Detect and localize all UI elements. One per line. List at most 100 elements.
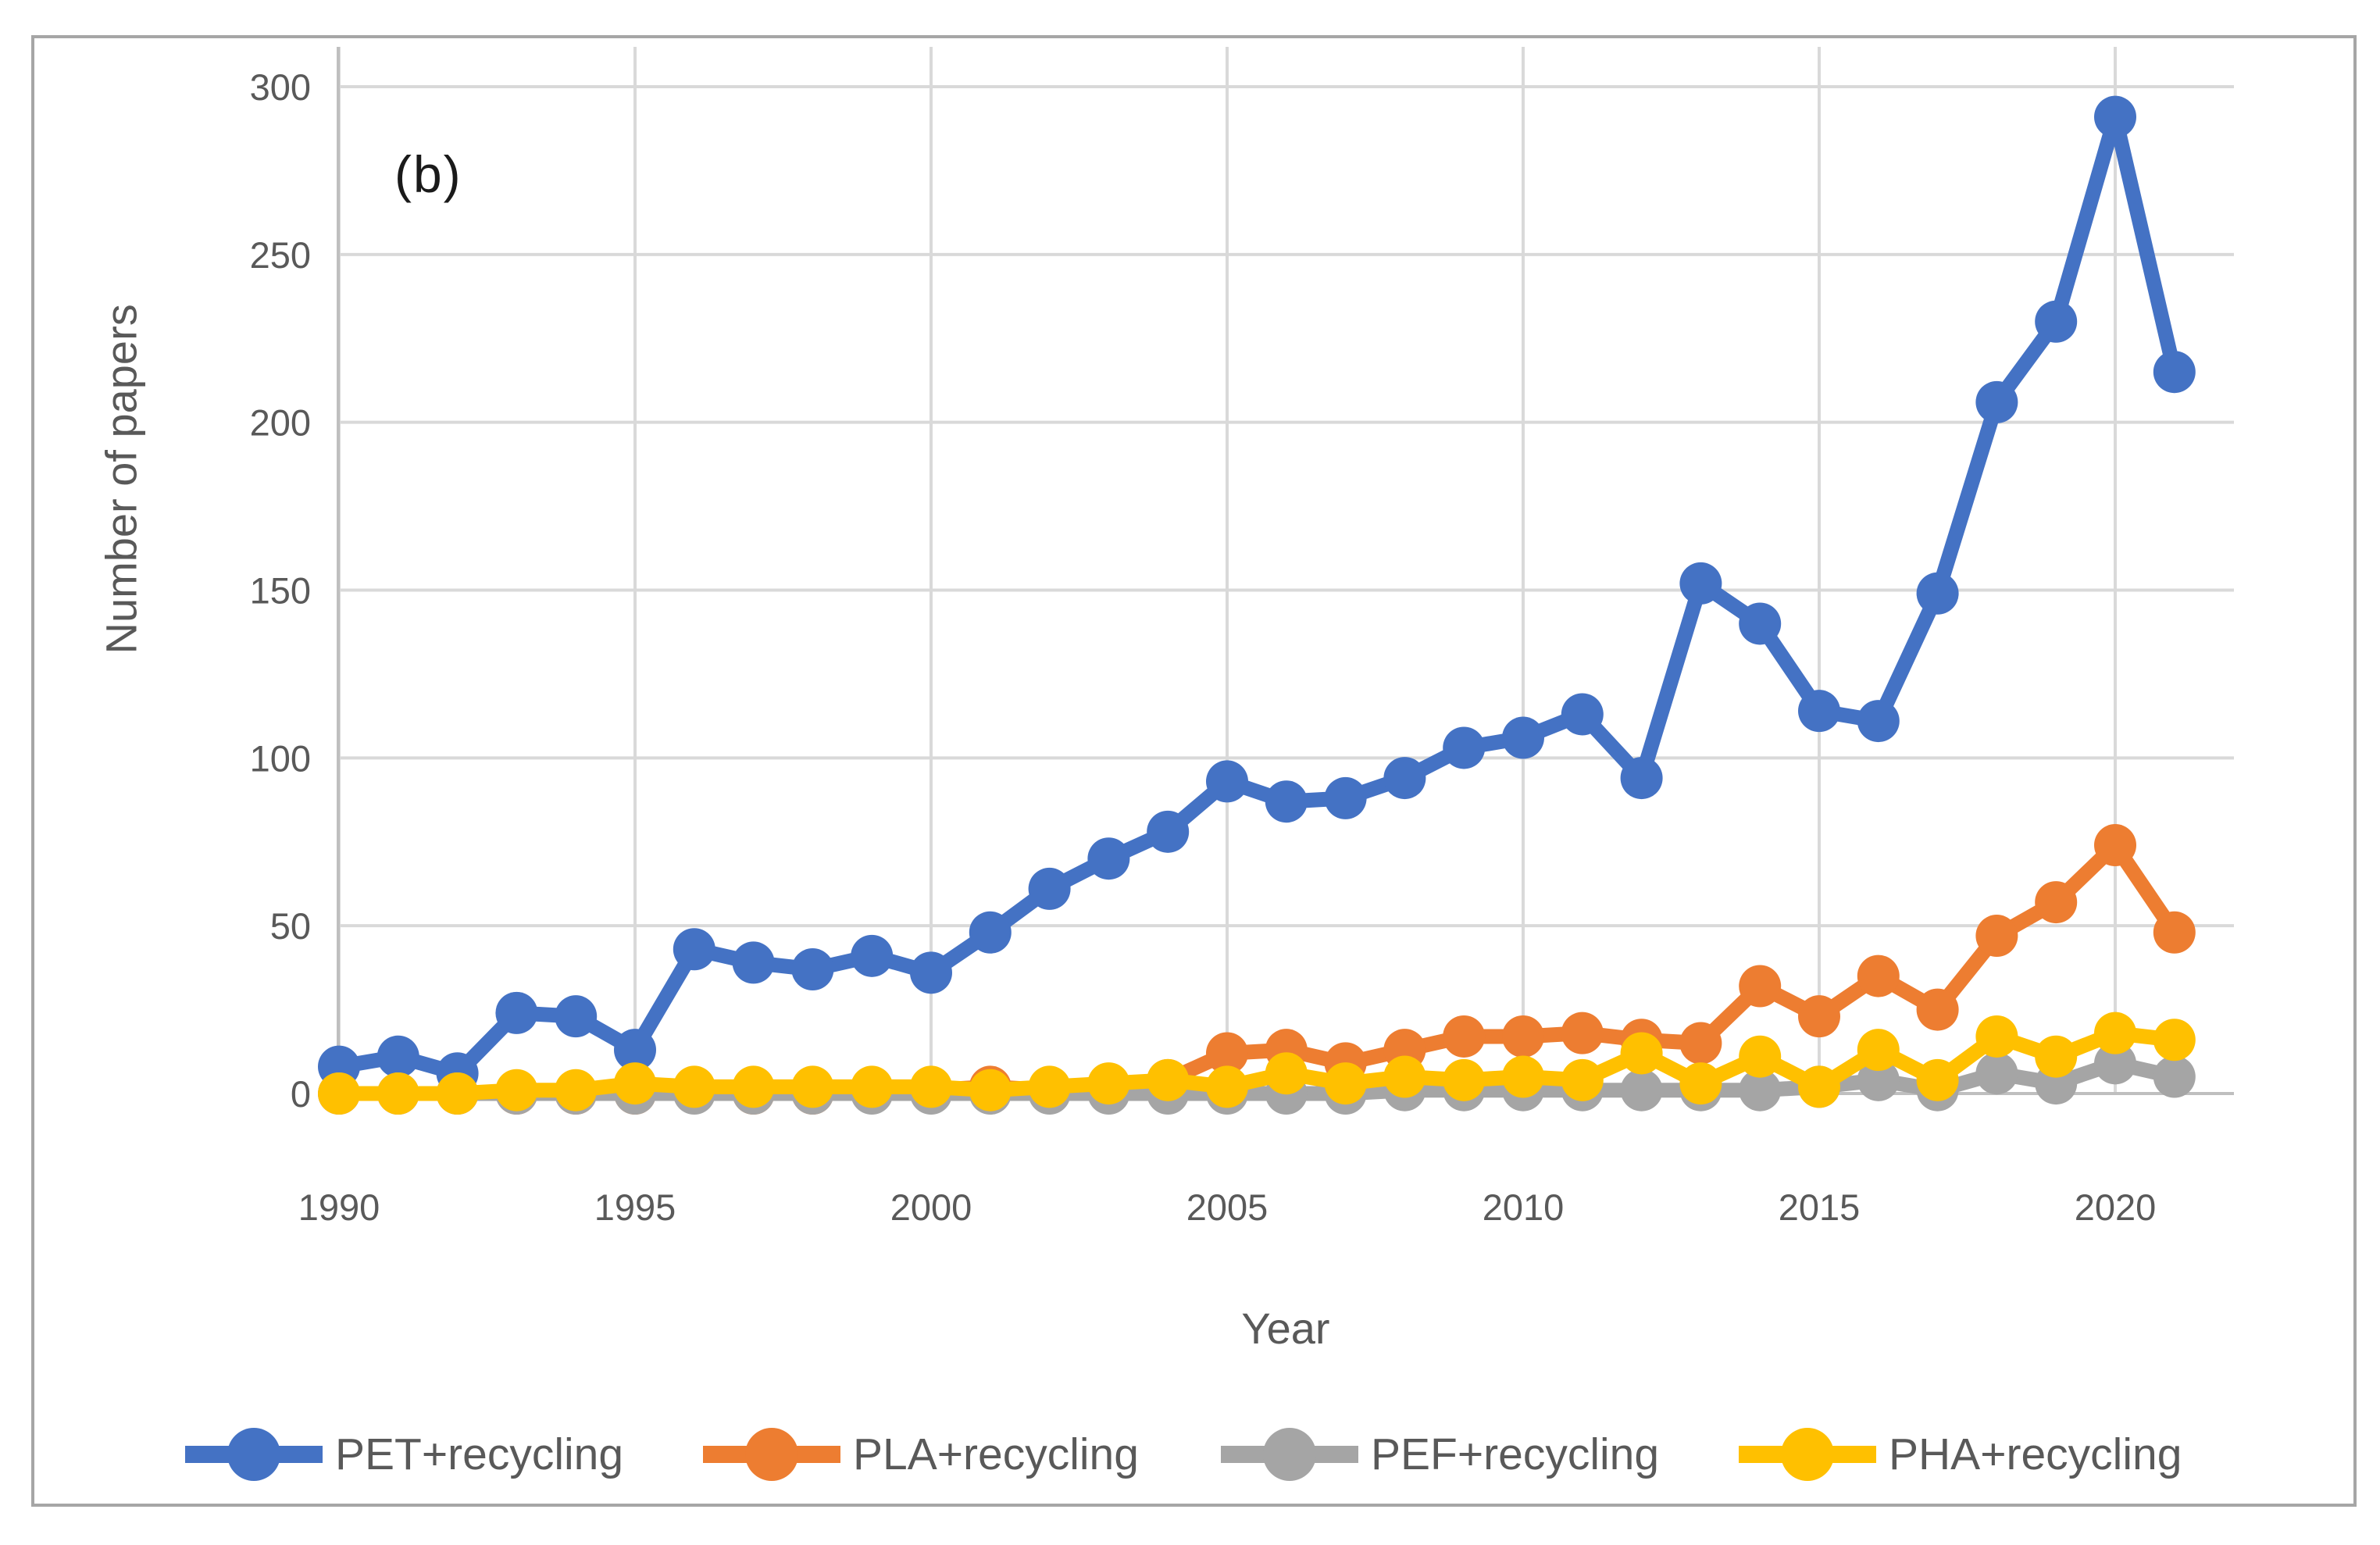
data-point-PEF+recycling-2020 — [2094, 1042, 2136, 1085]
data-point-PHA+recycling-2008 — [1383, 1055, 1426, 1098]
data-point-PHA+recycling-2000 — [910, 1065, 952, 1108]
data-point-PHA+recycling-2012 — [1620, 1032, 1663, 1075]
x-tick-label-1990: 1990 — [298, 1186, 380, 1228]
data-point-PLA+recycling-2009 — [1443, 1015, 1486, 1058]
y-tick-label-250: 250 — [250, 234, 311, 276]
data-point-PLA+recycling-2018 — [1975, 915, 2018, 958]
y-tick-label-150: 150 — [250, 570, 311, 612]
x-tick-label-2020: 2020 — [2075, 1186, 2157, 1228]
data-point-PET+recycling-2005 — [1206, 760, 1248, 803]
legend-marker-icon — [1221, 1428, 1358, 1481]
data-point-PET+recycling-2020 — [2094, 95, 2136, 138]
data-point-PLA+recycling-2014 — [1739, 965, 1782, 1008]
y-tick-label-300: 300 — [250, 66, 311, 108]
data-point-PEF+recycling-2016 — [1857, 1058, 1900, 1101]
legend-marker-icon — [1739, 1428, 1876, 1481]
data-point-PHA+recycling-2006 — [1265, 1052, 1308, 1095]
data-point-PHA+recycling-1994 — [555, 1069, 598, 1111]
data-point-PEF+recycling-2014 — [1739, 1069, 1782, 1111]
y-tick-label-100: 100 — [250, 737, 311, 779]
data-point-PET+recycling-2008 — [1383, 757, 1426, 800]
data-point-PLA+recycling-2016 — [1857, 954, 1900, 997]
chart-legend: PET+recycling PLA+recycling PEF+recycling P… — [0, 1415, 2380, 1501]
panel-label: (b) — [394, 145, 462, 203]
y-tick-label-50: 50 — [270, 905, 311, 947]
legend-marker-icon — [703, 1428, 840, 1481]
data-point-PET+recycling-2015 — [1798, 690, 1840, 733]
data-point-PET+recycling-2002 — [1028, 867, 1071, 910]
data-point-PHA+recycling-2017 — [1916, 1058, 1959, 1101]
data-point-PHA+recycling-2011 — [1561, 1058, 1604, 1101]
data-point-PLA+recycling-2020 — [2094, 824, 2136, 867]
data-point-PHA+recycling-1997 — [732, 1065, 775, 1108]
data-point-PET+recycling-1993 — [495, 991, 538, 1034]
data-point-PET+recycling-1995 — [614, 1029, 656, 1072]
y-tick-label-0: 0 — [291, 1073, 311, 1115]
data-point-PEF+recycling-2012 — [1620, 1069, 1663, 1111]
data-point-PHA+recycling-2021 — [2153, 1019, 2196, 1062]
data-point-PHA+recycling-2002 — [1028, 1065, 1071, 1108]
data-point-PET+recycling-2016 — [1857, 700, 1900, 743]
x-tick-label-1995: 1995 — [594, 1186, 676, 1228]
data-point-PHA+recycling-2016 — [1857, 1029, 1900, 1072]
data-point-PET+recycling-1998 — [791, 948, 834, 991]
legend-entry-PLA+recycling: PLA+recycling — [703, 1415, 1139, 1493]
data-point-PLA+recycling-2015 — [1798, 995, 1840, 1038]
x-tick-label-2015: 2015 — [1779, 1186, 1861, 1228]
x-axis-title: Year — [1241, 1304, 1330, 1353]
data-point-PHA+recycling-1990 — [318, 1072, 360, 1115]
data-point-PET+recycling-2011 — [1561, 693, 1604, 736]
x-tick-label-2000: 2000 — [890, 1186, 972, 1228]
data-point-PEF+recycling-2021 — [2153, 1055, 2196, 1098]
legend-label: PEF+recycling — [1371, 1429, 1660, 1479]
figure-border — [31, 35, 2357, 1507]
legend-label: PET+recycling — [335, 1429, 624, 1479]
data-point-PHA+recycling-2010 — [1502, 1055, 1544, 1098]
data-point-PET+recycling-2018 — [1975, 380, 2018, 423]
x-tick-label-2010: 2010 — [1483, 1186, 1565, 1228]
legend-label: PHA+recycling — [1889, 1429, 2182, 1479]
data-point-PET+recycling-2000 — [910, 951, 952, 994]
x-tick-label-2005: 2005 — [1186, 1186, 1269, 1228]
y-axis-title: Number of papers — [96, 304, 146, 655]
data-point-PLA+recycling-2017 — [1916, 988, 1959, 1031]
data-point-PET+recycling-2017 — [1916, 572, 1959, 615]
legend-label: PLA+recycling — [853, 1429, 1139, 1479]
data-point-PET+recycling-1991 — [376, 1035, 419, 1078]
data-point-PET+recycling-2007 — [1324, 776, 1367, 819]
data-point-PET+recycling-2001 — [969, 911, 1012, 954]
data-point-PHA+recycling-2015 — [1798, 1065, 1840, 1108]
data-point-PHA+recycling-2014 — [1739, 1035, 1782, 1078]
data-point-PET+recycling-1999 — [851, 934, 894, 977]
data-point-PLA+recycling-2011 — [1561, 1012, 1604, 1054]
data-point-PET+recycling-2012 — [1620, 757, 1663, 800]
data-point-PHA+recycling-1992 — [436, 1072, 479, 1115]
data-point-PET+recycling-2009 — [1443, 726, 1486, 769]
data-point-PET+recycling-2013 — [1679, 562, 1722, 605]
legend-marker-icon — [185, 1428, 323, 1481]
data-point-PHA+recycling-2018 — [1975, 1015, 2018, 1058]
legend-entry-PET+recycling: PET+recycling — [185, 1415, 623, 1493]
y-tick-label-200: 200 — [250, 402, 311, 444]
data-point-PHA+recycling-1998 — [791, 1065, 834, 1108]
data-point-PLA+recycling-2013 — [1679, 1022, 1722, 1065]
data-point-PHA+recycling-2020 — [2094, 1012, 2136, 1054]
legend-entry-PHA+recycling: PHA+recycling — [1739, 1415, 2182, 1493]
data-point-PHA+recycling-2007 — [1324, 1062, 1367, 1105]
data-point-PHA+recycling-2004 — [1147, 1058, 1190, 1101]
data-point-PET+recycling-1996 — [673, 928, 715, 971]
data-point-PHA+recycling-1991 — [376, 1072, 419, 1115]
data-point-PHA+recycling-2003 — [1087, 1062, 1130, 1105]
data-point-PET+recycling-2006 — [1265, 780, 1308, 823]
data-point-PET+recycling-1997 — [732, 941, 775, 984]
data-point-PLA+recycling-2021 — [2153, 911, 2196, 954]
data-point-PHA+recycling-2005 — [1206, 1065, 1248, 1108]
legend-entry-PEF+recycling: PEF+recycling — [1221, 1415, 1659, 1493]
data-point-PEF+recycling-2018 — [1975, 1052, 2018, 1095]
data-point-PHA+recycling-1996 — [673, 1065, 715, 1108]
data-point-PET+recycling-2004 — [1147, 810, 1190, 853]
data-point-PLA+recycling-2019 — [2035, 881, 2078, 924]
data-point-PET+recycling-1994 — [555, 995, 598, 1038]
data-point-PET+recycling-2010 — [1502, 716, 1544, 759]
